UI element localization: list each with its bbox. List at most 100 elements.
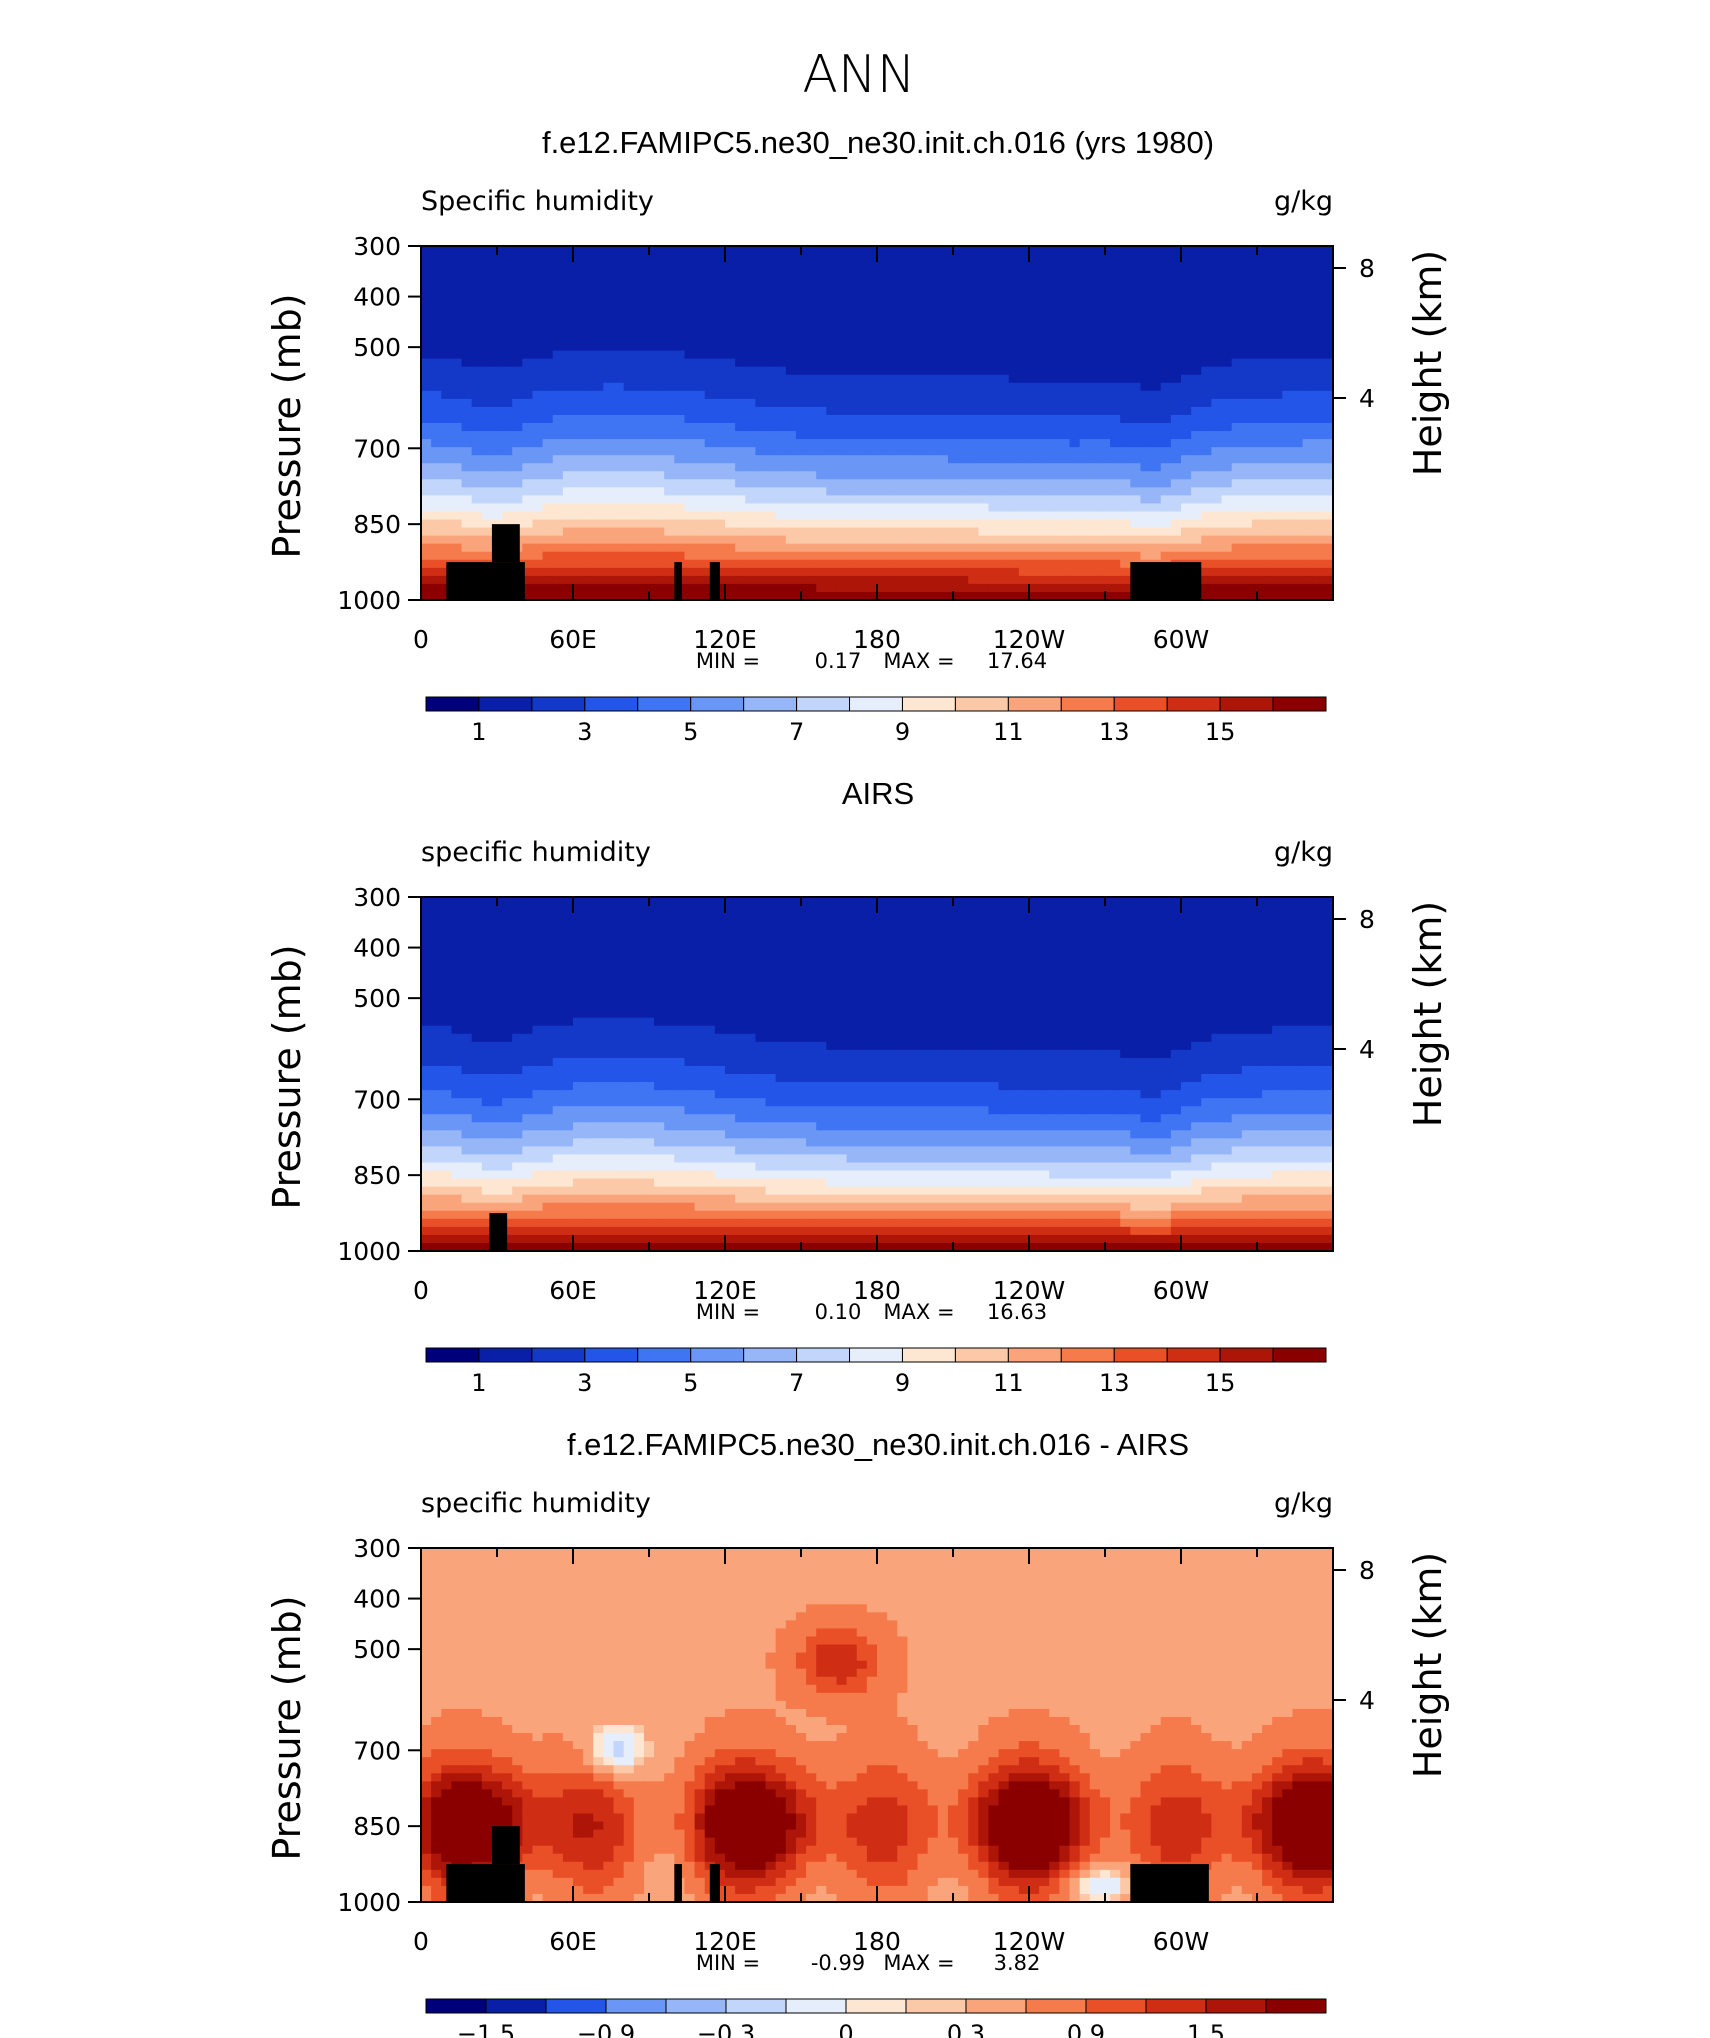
heatmap-cell <box>1150 551 1162 561</box>
heatmap-cell <box>998 913 1010 922</box>
x-tick-label: 60E <box>549 625 597 654</box>
heatmap-cell <box>775 969 787 979</box>
heatmap-cell <box>887 342 898 352</box>
heatmap-cell <box>937 511 949 521</box>
heatmap-cell <box>745 905 756 914</box>
heatmap-cell <box>633 977 645 987</box>
heatmap-cell <box>795 527 807 537</box>
heatmap-cell <box>1039 246 1050 255</box>
heatmap-cell <box>755 318 767 328</box>
heatmap-cell <box>593 318 604 328</box>
heatmap-cell <box>1292 447 1304 456</box>
heatmap-cell <box>1120 953 1131 962</box>
heatmap-cell <box>714 390 726 400</box>
heatmap-cell <box>1262 913 1273 922</box>
heatmap-cell <box>806 447 817 456</box>
heatmap-cell <box>937 246 949 255</box>
heatmap-cell <box>431 382 442 392</box>
heatmap-cell <box>775 527 787 537</box>
heatmap-cell <box>562 374 574 384</box>
heatmap-cell <box>573 439 584 448</box>
heatmap-cell <box>795 977 807 987</box>
heatmap-cell <box>1221 487 1233 497</box>
heatmap-cell <box>674 913 686 922</box>
heatmap-cell <box>461 278 473 287</box>
heatmap-cell <box>877 406 888 416</box>
heatmap-cell <box>512 342 523 352</box>
heatmap-cell <box>532 278 544 287</box>
heatmap-cell <box>745 929 756 938</box>
heatmap-cell <box>775 575 787 585</box>
heatmap-cell <box>1312 945 1324 954</box>
heatmap-cell <box>502 398 513 408</box>
heatmap-cell <box>836 326 848 336</box>
heatmap-cell <box>1211 414 1223 424</box>
heatmap-cell <box>1110 913 1121 922</box>
colorbar-label: 5 <box>683 718 698 746</box>
heatmap-cell <box>1099 479 1111 488</box>
heatmap-cell <box>552 358 564 368</box>
heatmap-cell <box>704 913 716 922</box>
heatmap-cell <box>1079 310 1091 320</box>
heatmap-cell <box>775 535 787 545</box>
heatmap-cell <box>1170 439 1182 448</box>
heatmap-cell <box>1069 583 1081 593</box>
heatmap-cell <box>1262 929 1273 938</box>
heatmap-cell <box>613 479 625 488</box>
heatmap-cell <box>1140 366 1152 376</box>
heatmap-cell <box>816 977 827 987</box>
heatmap-cell <box>1191 447 1202 456</box>
heatmap-cell <box>1201 479 1212 488</box>
heatmap-cell <box>735 310 746 320</box>
heatmap-cell <box>998 929 1010 938</box>
heatmap-cell <box>1059 439 1071 448</box>
heatmap-cell <box>1008 471 1020 480</box>
heatmap-cell <box>735 254 746 263</box>
heatmap-cell <box>937 929 949 938</box>
heatmap-cell <box>816 254 827 263</box>
heatmap-cell <box>532 929 544 938</box>
heatmap-cell <box>421 254 432 263</box>
heatmap-cell <box>694 318 706 328</box>
heatmap-cell <box>583 479 594 488</box>
heatmap-cell <box>623 591 635 601</box>
heatmap-cell <box>826 294 838 303</box>
heatmap-cell <box>491 350 503 360</box>
heatmap-cell <box>1191 358 1202 368</box>
heatmap-cell <box>431 423 442 432</box>
heatmap-cell <box>1160 262 1172 271</box>
heatmap-cell <box>958 575 969 585</box>
heatmap-cell <box>1221 511 1233 521</box>
heatmap-cell <box>1322 945 1334 954</box>
heatmap-cell <box>1241 535 1253 545</box>
heatmap-cell <box>593 374 604 384</box>
heatmap-cell <box>846 977 858 987</box>
heatmap-cell <box>431 254 442 263</box>
heatmap-cell <box>451 254 463 263</box>
heatmap-cell <box>927 374 939 384</box>
heatmap-cell <box>1110 503 1121 513</box>
heatmap-cell <box>806 463 817 472</box>
heatmap-cell <box>714 318 726 328</box>
heatmap-cell <box>856 318 868 328</box>
heatmap-cell <box>1130 455 1142 464</box>
heatmap-cell <box>806 543 817 553</box>
heatmap-cell <box>583 374 594 384</box>
heatmap-cell <box>1099 463 1111 472</box>
heatmap-cell <box>897 358 908 368</box>
heatmap-cell <box>1231 519 1243 529</box>
heatmap-cell <box>978 897 990 906</box>
heatmap-cell <box>1099 350 1111 360</box>
heatmap-cell <box>502 897 513 906</box>
heatmap-cell <box>532 374 544 384</box>
heatmap-cell <box>654 310 665 320</box>
heatmap-cell <box>1069 591 1081 601</box>
heatmap-cell <box>562 270 574 279</box>
heatmap-cell <box>937 254 949 263</box>
heatmap-cell <box>1069 334 1081 344</box>
heatmap-cell <box>978 921 990 930</box>
heatmap-cell <box>633 262 645 271</box>
heatmap-cell <box>491 294 503 303</box>
heatmap-cell <box>1312 929 1324 938</box>
heatmap-cell <box>1120 374 1131 384</box>
